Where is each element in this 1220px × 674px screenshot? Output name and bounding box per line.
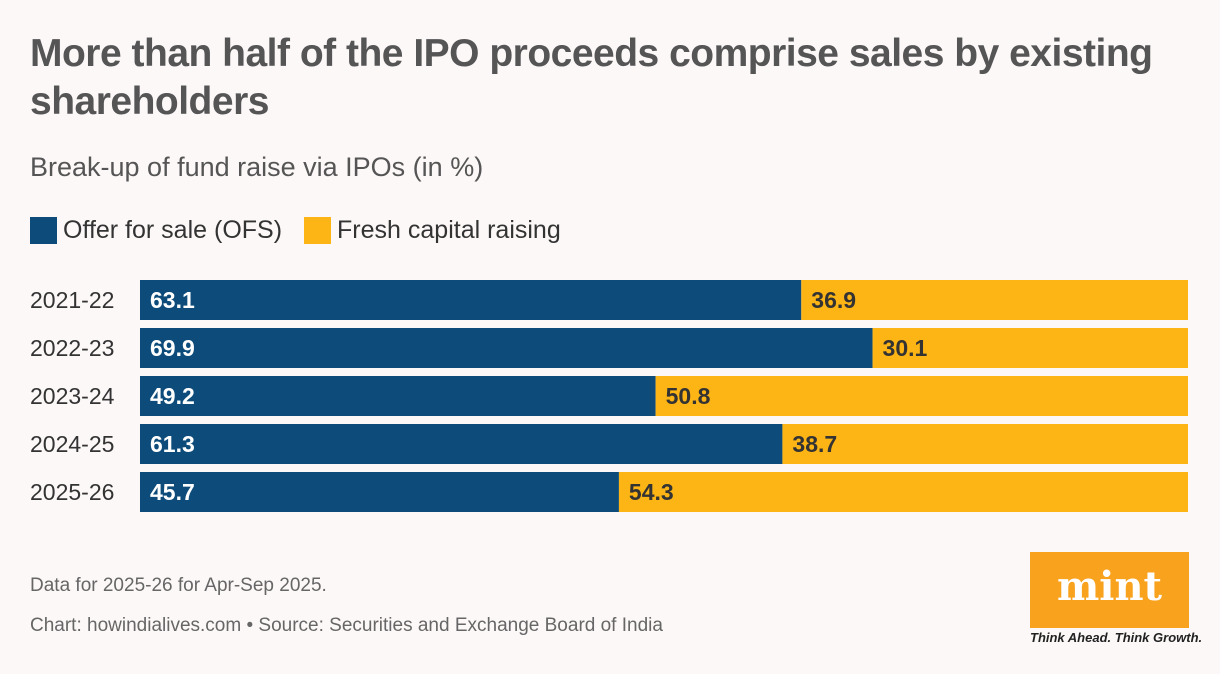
data-label-fresh: 36.9: [811, 287, 856, 313]
bar-ofs: [140, 424, 783, 464]
bar-fresh: [801, 280, 1188, 320]
chart-subtitle: Break-up of fund raise via IPOs (in %): [30, 152, 484, 182]
category-label: 2024-25: [30, 431, 114, 457]
mint-logo: mint: [1030, 552, 1189, 628]
data-label-fresh: 30.1: [883, 335, 928, 361]
category-label: 2025-26: [30, 479, 114, 505]
legend-label-fresh: Fresh capital raising: [337, 216, 561, 244]
data-label-fresh: 38.7: [792, 431, 837, 457]
bar-fresh: [782, 424, 1188, 464]
logo-tagline: Think Ahead. Think Growth.: [1030, 630, 1203, 645]
bar-ofs: [140, 376, 656, 416]
data-label-ofs: 69.9: [150, 335, 195, 361]
bar-ofs: [140, 472, 619, 512]
bar-fresh: [872, 328, 1188, 368]
legend-label-ofs: Offer for sale (OFS): [63, 216, 283, 244]
data-note: Data for 2025-26 for Apr-Sep 2025.: [30, 575, 327, 596]
bar-ofs: [140, 328, 873, 368]
category-label: 2021-22: [30, 287, 114, 313]
category-label: 2023-24: [30, 383, 115, 409]
chart-title: More than half of the IPO proceeds compr…: [30, 32, 1153, 123]
bar-ofs: [140, 280, 802, 320]
bar-fresh: [655, 376, 1188, 416]
data-label-ofs: 49.2: [150, 383, 195, 409]
bar-fresh: [618, 472, 1188, 512]
category-label: 2022-23: [30, 335, 114, 361]
legend-swatch-ofs: [30, 217, 57, 244]
data-label-fresh: 54.3: [629, 479, 674, 505]
data-label-fresh: 50.8: [666, 383, 711, 409]
data-label-ofs: 61.3: [150, 431, 195, 457]
bar-chart: 2021-22 63.1 36.9 2022-23 69.9 30.1 2023-24 49.…: [30, 280, 1188, 512]
data-label-ofs: 63.1: [150, 287, 195, 313]
legend: Offer for sale (OFS) Fresh capital raisi…: [30, 216, 583, 245]
legend-swatch-fresh: [304, 217, 332, 244]
source-note: Chart: howindialives.com • Source: Secur…: [30, 615, 663, 636]
data-label-ofs: 45.7: [150, 479, 195, 505]
